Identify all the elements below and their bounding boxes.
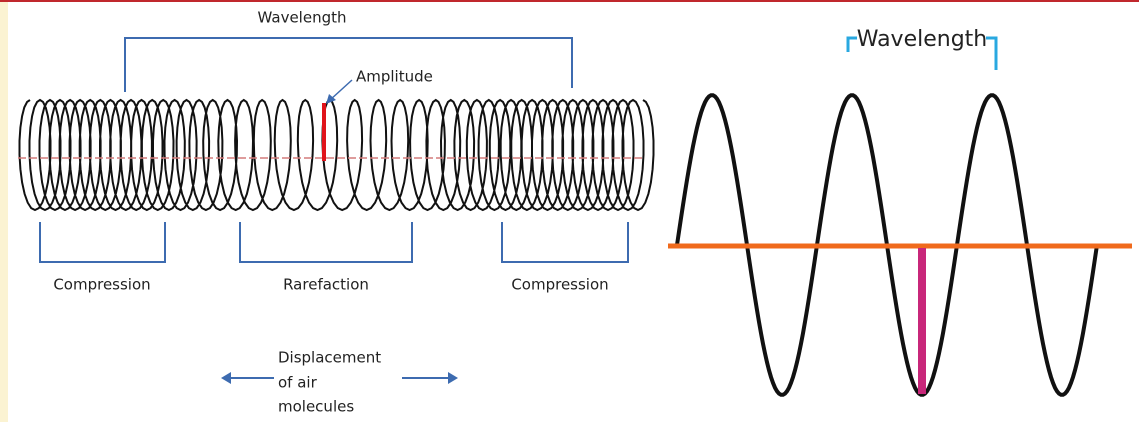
amplitude-bar bbox=[918, 248, 926, 394]
region-label: Compression bbox=[511, 276, 608, 294]
amplitude-label: Amplitude bbox=[356, 68, 433, 86]
coil-path bbox=[20, 100, 654, 210]
wavelength-label: Wavelength bbox=[857, 27, 988, 52]
region-label: Compression bbox=[53, 276, 150, 294]
arrow-head bbox=[221, 372, 231, 384]
displacement-label: of air bbox=[278, 374, 318, 392]
edge-strip bbox=[0, 0, 8, 422]
displacement-label: molecules bbox=[278, 398, 354, 416]
top-border bbox=[0, 0, 1139, 2]
wavelength-label: Wavelength bbox=[258, 9, 347, 27]
amplitude-arrow bbox=[330, 80, 352, 100]
displacement-label: Displacement bbox=[278, 349, 381, 367]
region-label: Rarefaction bbox=[283, 276, 369, 294]
bracket bbox=[40, 222, 165, 262]
bracket bbox=[986, 38, 996, 70]
bracket bbox=[502, 222, 628, 262]
spring-coil bbox=[20, 100, 654, 210]
bracket bbox=[848, 38, 857, 52]
page: Wavelength Amplitude Compression Rarefac… bbox=[0, 0, 1139, 422]
arrow-head bbox=[448, 372, 458, 384]
bracket bbox=[240, 222, 412, 262]
diagram: Wavelength Amplitude Compression Rarefac… bbox=[0, 0, 1139, 422]
